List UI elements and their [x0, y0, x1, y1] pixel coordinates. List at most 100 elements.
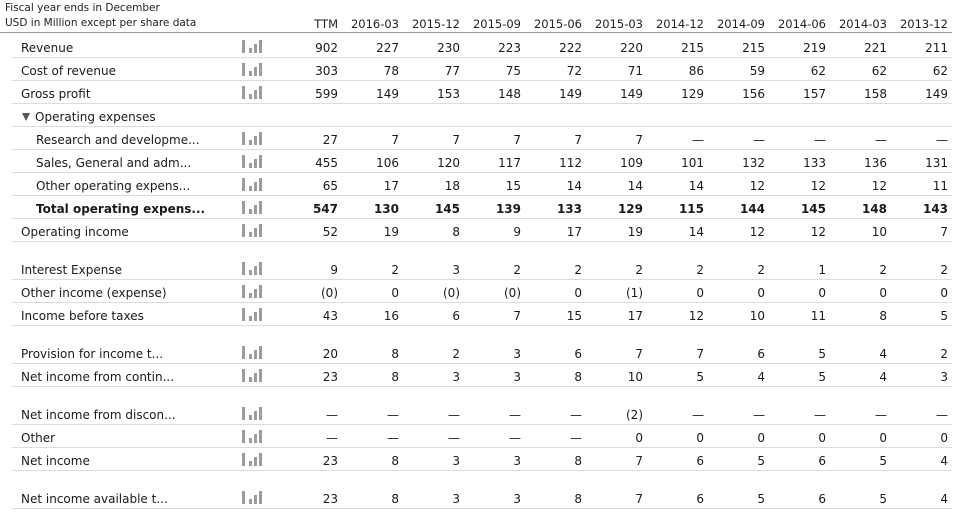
row-label: Other operating expens...	[36, 179, 190, 193]
table-cell: 72	[566, 64, 582, 78]
bar-chart-icon[interactable]	[242, 369, 266, 382]
table-cell: 5	[757, 454, 765, 468]
row-label[interactable]: Operating expenses	[22, 110, 156, 124]
table-cell: 223	[498, 41, 521, 55]
row-label: Cost of revenue	[21, 64, 116, 78]
row-label-text: Other income (expense)	[21, 286, 167, 300]
row-label-text: Operating expenses	[35, 110, 156, 124]
table-cell: 4	[940, 492, 948, 506]
bar-chart-icon[interactable]	[242, 63, 266, 76]
column-header: TTM	[314, 17, 338, 31]
table-cell: 8	[452, 225, 460, 239]
table-cell: —	[570, 408, 582, 422]
bar-chart-icon[interactable]	[242, 86, 266, 99]
table-cell: (0)	[504, 286, 521, 300]
table-cell: 59	[749, 64, 765, 78]
table-cell: 12	[810, 225, 826, 239]
table-cell: 7	[940, 225, 948, 239]
table-cell: 0	[940, 286, 948, 300]
table-cell: —	[448, 431, 460, 445]
table-cell: 2	[574, 263, 582, 277]
table-cell: 12	[688, 309, 704, 323]
table-cell: 4	[879, 370, 887, 384]
column-header: 2014-03	[838, 17, 887, 31]
bar-chart-icon[interactable]	[242, 430, 266, 443]
bar-chart-icon[interactable]	[242, 155, 266, 168]
table-cell: 2	[879, 263, 887, 277]
table-cell: 9	[330, 263, 338, 277]
table-cell: 2	[391, 263, 399, 277]
bar-chart-icon[interactable]	[242, 453, 266, 466]
bar-chart-icon[interactable]	[242, 224, 266, 237]
fiscal-year-note: Fiscal year ends in December	[5, 2, 160, 14]
table-cell: —	[509, 408, 521, 422]
table-cell: 7	[635, 454, 643, 468]
table-cell: 222	[559, 41, 582, 55]
table-cell: 221	[864, 41, 887, 55]
bar-chart-icon[interactable]	[242, 491, 266, 504]
column-header: 2015-06	[533, 17, 582, 31]
row-label-text: Interest Expense	[21, 263, 122, 277]
table-cell: 8	[391, 347, 399, 361]
bar-chart-icon[interactable]	[242, 178, 266, 191]
table-cell: 215	[681, 41, 704, 55]
table-cell: —	[875, 408, 887, 422]
table-cell: 11	[932, 179, 948, 193]
bar-chart-icon[interactable]	[242, 308, 266, 321]
table-cell: —	[387, 408, 399, 422]
table-cell: 148	[498, 87, 521, 101]
row-label: Net income	[21, 454, 90, 468]
table-cell: —	[448, 408, 460, 422]
table-row: Other — — — — — 0 0 0 0 0 0	[12, 426, 952, 448]
units-note: USD in Million except per share data	[5, 17, 197, 29]
bar-chart-icon[interactable]	[242, 262, 266, 275]
table-cell: 145	[434, 202, 460, 216]
table-row: Net income from contin... 23 8 3 3 8 10 5 4 5 4 3	[12, 365, 952, 387]
column-header: 2014-12	[655, 17, 704, 31]
row-label-text: Net income available t...	[21, 492, 168, 506]
table-cell: —	[875, 133, 887, 147]
table-cell: 14	[688, 225, 704, 239]
table-cell: 3	[452, 492, 460, 506]
table-row: Cost of revenue 303 78 77 75 72 71 86 59 62 62 62	[12, 59, 952, 81]
table-cell: 65	[322, 179, 338, 193]
table-cell: (2)	[626, 408, 643, 422]
table-cell: 8	[879, 309, 887, 323]
table-cell: 220	[620, 41, 643, 55]
table-cell: 303	[315, 64, 338, 78]
bar-chart-icon[interactable]	[242, 285, 266, 298]
table-cell: 18	[444, 179, 460, 193]
table-row: Sales, General and adm... 455 106 120 117 112…	[12, 151, 952, 173]
table-cell: 120	[437, 156, 460, 170]
bar-chart-icon[interactable]	[242, 407, 266, 420]
table-cell: —	[692, 133, 704, 147]
table-cell: 230	[437, 41, 460, 55]
table-cell: 132	[742, 156, 765, 170]
row-label-text: Revenue	[21, 41, 74, 55]
row-label: Sales, General and adm...	[36, 156, 191, 170]
row-label: Total operating expens...	[36, 202, 205, 216]
bar-chart-icon[interactable]	[242, 201, 266, 214]
bar-chart-icon[interactable]	[242, 346, 266, 359]
table-cell: 86	[688, 64, 704, 78]
row-label: Gross profit	[21, 87, 91, 101]
table-cell: 10	[749, 309, 765, 323]
table-cell: 149	[376, 87, 399, 101]
table-cell: 5	[757, 492, 765, 506]
group-header-row[interactable]: Operating expenses	[12, 105, 952, 127]
table-cell: 20	[322, 347, 338, 361]
table-cell: 129	[681, 87, 704, 101]
table-cell: 153	[437, 87, 460, 101]
table-cell: 4	[940, 454, 948, 468]
table-cell: 17	[383, 179, 399, 193]
table-row: Other income (expense) (0) 0 (0) (0) 0 (1) 0 0 0 0…	[12, 281, 952, 303]
bar-chart-icon[interactable]	[242, 132, 266, 145]
row-label-text: Sales, General and adm...	[36, 156, 192, 170]
bar-chart-icon[interactable]	[242, 40, 266, 53]
table-row: Net income 23 8 3 3 8 7 6 5 6 5 4	[12, 449, 952, 471]
triangle-down-icon[interactable]	[22, 113, 30, 121]
table-cell: 12	[749, 179, 765, 193]
row-label: Provision for income t...	[21, 347, 163, 361]
table-cell: 131	[925, 156, 948, 170]
table-cell: 215	[742, 41, 765, 55]
